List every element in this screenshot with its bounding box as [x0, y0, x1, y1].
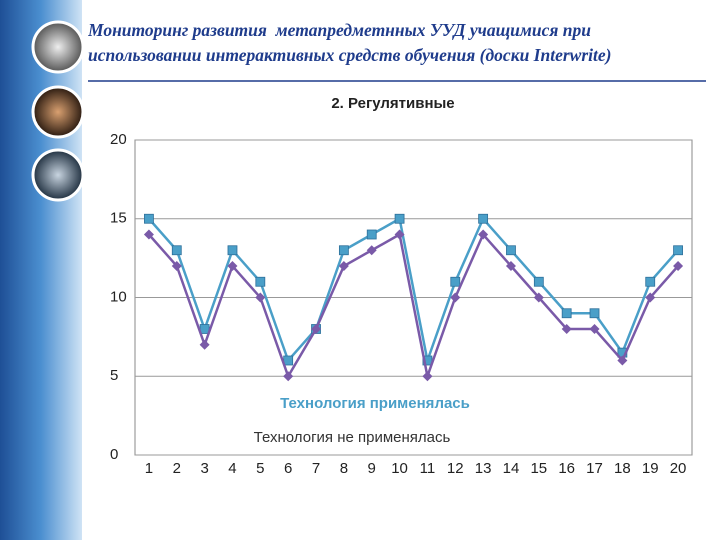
photo [31, 20, 85, 74]
photo [31, 148, 85, 202]
marker [366, 245, 377, 256]
x-tick-label: 7 [312, 460, 320, 477]
series-line [147, 216, 680, 366]
marker [338, 261, 349, 271]
header-title: Мониторинг развития метапредметнных УУД … [88, 20, 612, 65]
x-tick-label: 6 [284, 460, 292, 477]
x-tick-label: 12 [447, 460, 464, 477]
y-tick-label: 15 [110, 210, 127, 227]
marker [311, 324, 322, 334]
x-tick-label: 19 [642, 460, 659, 477]
marker [450, 276, 461, 287]
y-tick-label: 0 [110, 446, 118, 463]
x-tick-label: 16 [558, 460, 575, 477]
marker [227, 261, 238, 271]
marker [645, 292, 656, 303]
marker [617, 355, 628, 366]
marker [478, 213, 489, 224]
marker [199, 339, 210, 350]
marker [171, 245, 182, 256]
marker [561, 308, 572, 319]
x-tick-label: 17 [586, 460, 603, 477]
marker [561, 324, 572, 334]
photo [31, 85, 85, 139]
x-tick-label: 10 [391, 460, 408, 477]
marker [255, 292, 266, 303]
x-tick-label: 1 [145, 460, 153, 477]
header-box: Мониторинг развития метапредметнных УУД … [88, 20, 612, 65]
x-tick-label: 11 [420, 460, 436, 477]
marker [171, 261, 182, 271]
marker [366, 229, 377, 240]
marker [506, 245, 516, 256]
x-tick-label: 4 [228, 460, 236, 477]
marker [422, 371, 433, 382]
legend-label: Технология не применялась [254, 429, 451, 446]
marker [478, 229, 489, 240]
marker [533, 276, 544, 287]
marker [589, 308, 600, 319]
marker [143, 229, 154, 240]
marker [645, 276, 656, 287]
side-strip [0, 0, 82, 540]
marker [227, 245, 238, 256]
y-tick-label: 10 [110, 288, 127, 305]
x-tick-label: 2 [173, 460, 181, 477]
x-tick-label: 13 [475, 460, 492, 477]
marker [533, 292, 544, 303]
marker [283, 371, 294, 382]
x-tick-label: 8 [340, 460, 348, 477]
x-tick-label: 14 [503, 460, 520, 477]
y-tick-label: 20 [110, 131, 127, 148]
marker [255, 276, 266, 287]
x-tick-label: 15 [530, 460, 547, 477]
marker [505, 261, 516, 271]
y-tick-label: 5 [110, 367, 118, 384]
chart-title: 2. Регулятивные [331, 95, 454, 112]
x-tick-label: 20 [670, 460, 687, 477]
x-tick-label: 9 [368, 460, 376, 477]
x-tick-label: 3 [200, 460, 208, 477]
legend-label: Технология применялась [280, 395, 470, 412]
marker [450, 292, 461, 303]
marker [589, 324, 600, 334]
series-line [147, 232, 680, 381]
marker [673, 245, 683, 256]
marker [144, 213, 154, 224]
x-tick-label: 18 [614, 460, 631, 477]
x-tick-label: 5 [256, 460, 264, 477]
marker [338, 245, 349, 256]
marker [394, 213, 405, 224]
marker [394, 229, 405, 240]
marker [673, 261, 684, 271]
